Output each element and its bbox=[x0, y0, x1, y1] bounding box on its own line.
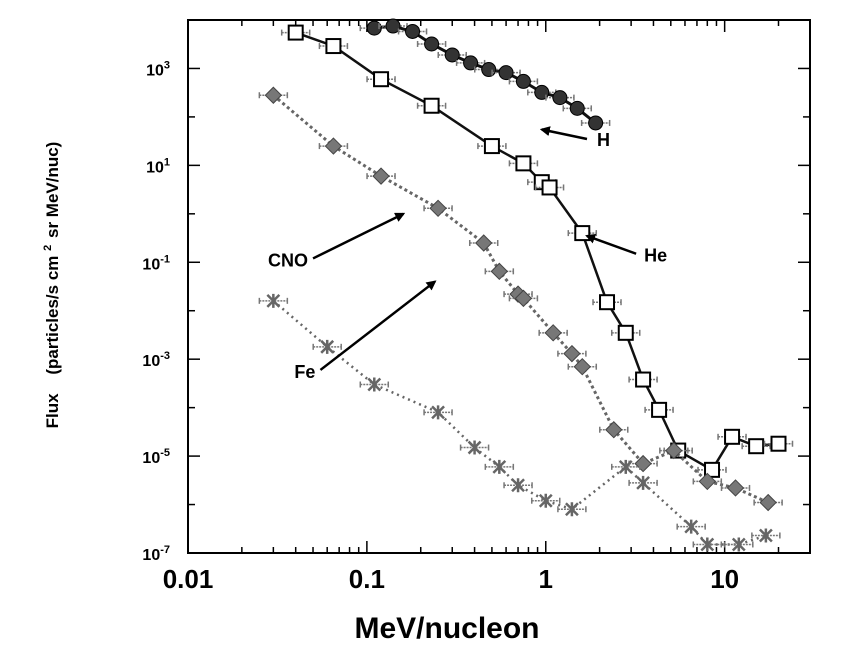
x-tick-label: 0.1 bbox=[349, 564, 385, 594]
x-tick-label: 0.01 bbox=[163, 564, 214, 594]
y-tick-label: 10-7 bbox=[142, 544, 170, 564]
data-point-fe bbox=[431, 405, 445, 420]
series-cno bbox=[258, 86, 783, 512]
data-point-he bbox=[635, 371, 652, 388]
data-point-h bbox=[444, 47, 460, 63]
data-point-fe bbox=[684, 519, 699, 534]
data-point-he bbox=[325, 38, 342, 55]
series-h bbox=[359, 18, 611, 131]
data-point-h bbox=[569, 100, 585, 116]
x-axis-label: MeV/nucleon bbox=[354, 612, 539, 645]
data-point-cno bbox=[605, 421, 623, 439]
y-tick-label: 10-3 bbox=[142, 350, 170, 370]
y-axis-label-sr: sr MeV/nuc) bbox=[43, 142, 62, 238]
data-point-he bbox=[724, 428, 741, 445]
data-point-cno bbox=[429, 199, 447, 218]
data-point-cno bbox=[544, 324, 562, 342]
y-axis-label-superscript: 2 bbox=[42, 245, 54, 251]
annotation-label-cno: CNO bbox=[268, 250, 308, 270]
data-point-cno bbox=[759, 493, 777, 512]
data-point-he bbox=[617, 324, 634, 341]
data-point-cno bbox=[726, 479, 745, 497]
data-point-cno bbox=[698, 472, 717, 491]
data-point-cno bbox=[573, 357, 591, 376]
data-point-cno bbox=[475, 234, 493, 252]
annotation-label-fe: Fe bbox=[294, 362, 315, 382]
series-he bbox=[280, 24, 794, 478]
data-point-h bbox=[366, 20, 382, 36]
annotation-arrow-h bbox=[539, 126, 588, 141]
data-point-he bbox=[483, 138, 500, 155]
annotation-arrow-fe bbox=[319, 280, 437, 371]
data-point-fe bbox=[636, 475, 650, 490]
annotation-label-h: H bbox=[597, 130, 610, 150]
data-point-h bbox=[405, 23, 421, 39]
data-point-fe bbox=[320, 339, 335, 354]
data-point-cno bbox=[324, 137, 343, 155]
data-point-fe bbox=[618, 459, 633, 474]
data-point-cno bbox=[514, 289, 533, 308]
data-point-he bbox=[373, 71, 390, 88]
data-point-h bbox=[498, 65, 514, 81]
data-point-fe bbox=[538, 493, 553, 508]
series-fe bbox=[258, 293, 781, 552]
data-point-h bbox=[463, 55, 479, 71]
annotation-layer: H He CNO Fe bbox=[268, 126, 667, 382]
data-point-fe bbox=[367, 377, 382, 392]
data-point-fe bbox=[266, 293, 281, 308]
data-point-he bbox=[651, 401, 668, 418]
series-line-fe bbox=[272, 299, 767, 546]
annotation-label-he: He bbox=[644, 246, 667, 266]
data-point-fe bbox=[492, 459, 507, 474]
data-point-cno bbox=[372, 167, 390, 185]
series-layer bbox=[258, 18, 794, 552]
x-tick-label: 1 bbox=[539, 564, 553, 594]
data-point-cno bbox=[563, 344, 581, 363]
data-point-h bbox=[552, 90, 568, 106]
data-point-he bbox=[287, 24, 304, 41]
y-axis-label: Flux (particles/s cm 2 sr MeV/nuc) bbox=[36, 142, 62, 429]
data-point-h bbox=[481, 62, 497, 78]
y-tick-label: 101 bbox=[146, 156, 170, 176]
x-tick-label: 10 bbox=[710, 564, 739, 594]
data-point-fe bbox=[467, 440, 482, 455]
data-point-cno bbox=[264, 86, 283, 104]
data-point-fe bbox=[731, 537, 746, 552]
data-point-fe bbox=[758, 528, 773, 543]
y-tick-label: 10-1 bbox=[142, 253, 170, 273]
data-point-h bbox=[424, 36, 440, 52]
data-point-he bbox=[423, 97, 440, 114]
data-point-h bbox=[515, 73, 531, 89]
data-point-h bbox=[588, 115, 604, 131]
data-point-h bbox=[385, 18, 401, 34]
y-tick-label: 103 bbox=[146, 59, 170, 79]
plot-frame bbox=[187, 19, 811, 554]
annotation-arrow-he bbox=[585, 233, 637, 255]
data-point-he bbox=[704, 461, 721, 478]
data-point-cno bbox=[665, 441, 683, 460]
data-point-fe bbox=[700, 537, 715, 552]
data-point-he bbox=[599, 294, 616, 311]
data-point-cno bbox=[490, 262, 509, 281]
data-point-he bbox=[748, 438, 765, 455]
y-axis-label-flux: Flux bbox=[43, 393, 62, 428]
y-axis-label-units: (particles/s cm bbox=[43, 256, 62, 375]
data-point-he bbox=[770, 435, 787, 452]
annotation-arrow-cno bbox=[312, 212, 406, 260]
data-point-he bbox=[574, 225, 591, 242]
data-point-he bbox=[515, 155, 532, 172]
data-point-he bbox=[541, 179, 558, 196]
y-tick-label: 10-5 bbox=[142, 447, 170, 467]
data-point-fe bbox=[511, 478, 525, 493]
data-point-fe bbox=[565, 502, 579, 517]
axes-layer: 0.01 0.1 1 10 10-7 10-5 10-3 10-1 101 103 bbox=[142, 19, 811, 594]
